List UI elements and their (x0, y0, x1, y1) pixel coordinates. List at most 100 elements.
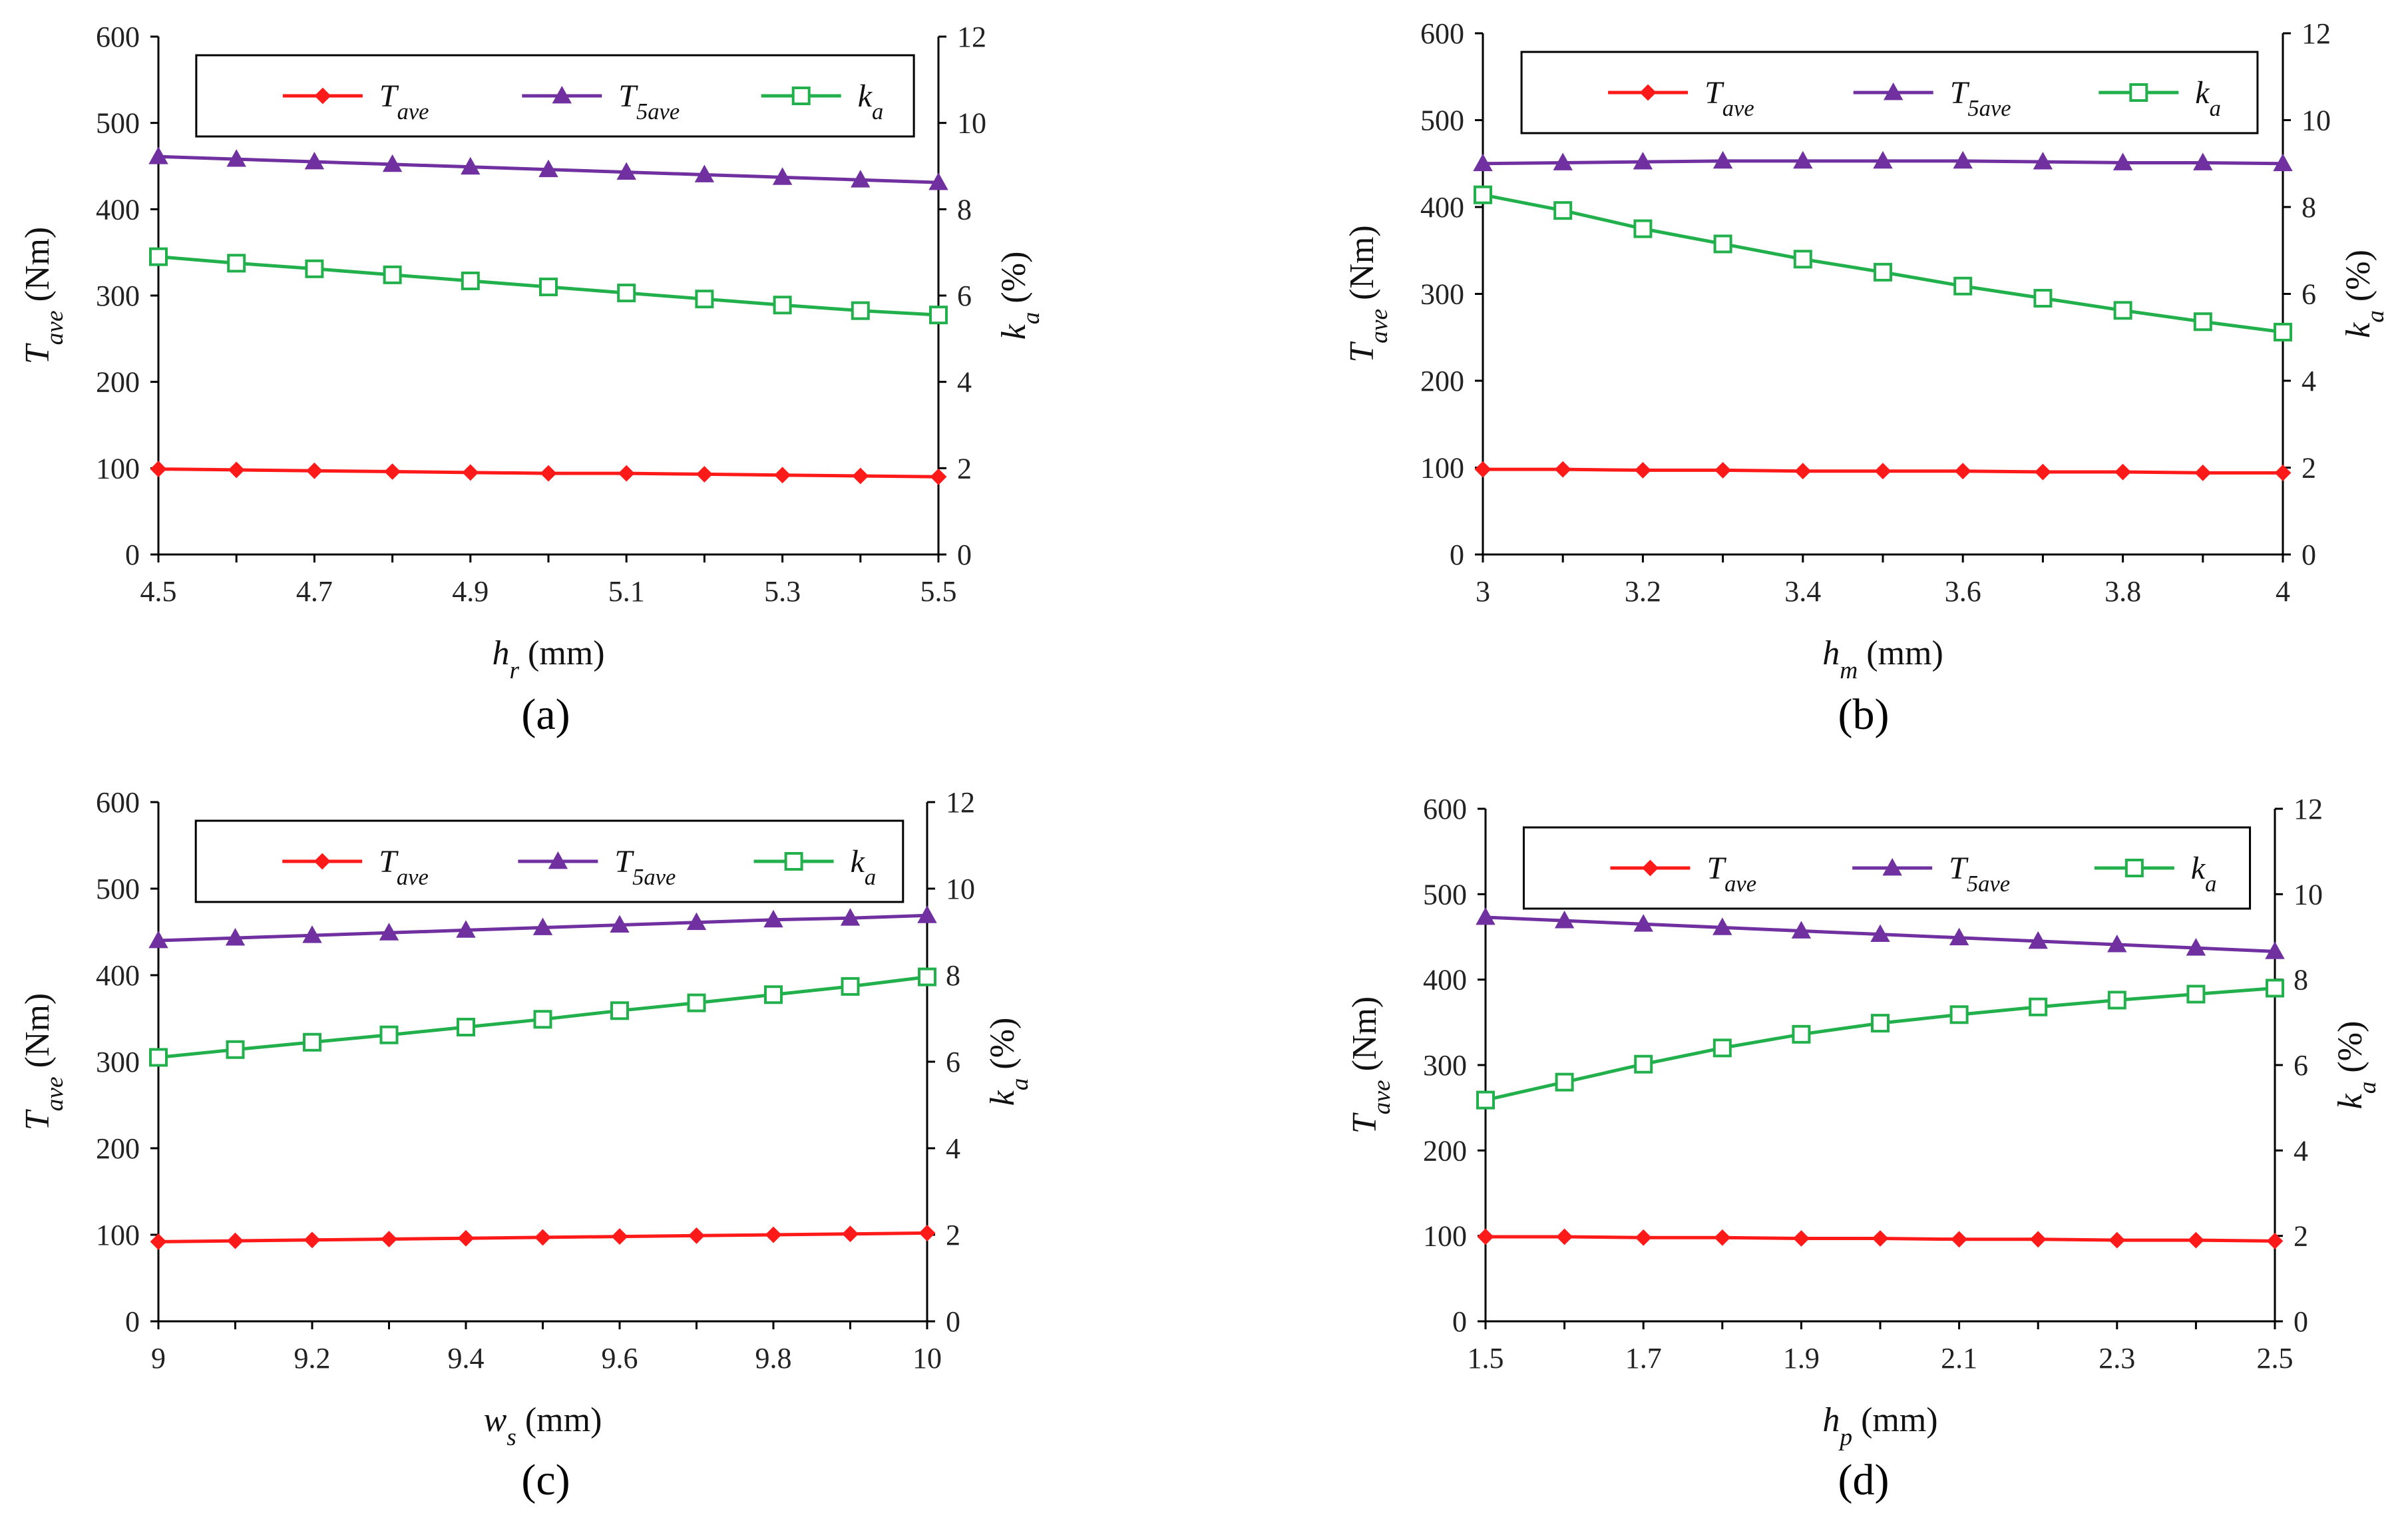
left-y-tick-label: 500 (96, 873, 140, 905)
left-y-tick-label: 100 (1420, 452, 1464, 485)
legend: Tave T5ave ka (1520, 51, 2259, 134)
panel-label: (d) (1838, 1456, 1890, 1504)
data-point-ka (851, 301, 870, 320)
legend: Tave T5ave ka (195, 54, 915, 138)
data-point-Tave (1872, 1230, 1889, 1247)
x-tick-label: 4.5 (140, 575, 177, 608)
data-point-ka (1476, 1090, 1495, 1110)
data-point-T5ave (2265, 941, 2285, 959)
data-point-Tave (696, 465, 713, 483)
data-point-ka (2186, 984, 2206, 1004)
chart-panel-a: 0 100 200 300 400 500 600 0 2 4 6 8 10 12 4.5 4.7 4.9 5.1… (19, 21, 1045, 739)
right-y-tick-label: 8 (946, 959, 960, 992)
right-y-tick-label: 0 (2294, 1305, 2308, 1338)
data-point-Tave (2266, 1232, 2284, 1249)
x-tick-label: 4.7 (296, 575, 333, 608)
left-y-tick-label: 100 (96, 1219, 140, 1251)
right-y-axis-title-group: ka (%) (995, 252, 1045, 340)
data-point-T5ave (379, 923, 399, 941)
data-point-T5ave (1870, 924, 1890, 943)
data-point-Tave (2187, 1231, 2204, 1249)
right-y-axis-title-group: ka (%) (984, 1018, 1034, 1106)
left-y-axis-title: Tave (Nm) (19, 993, 69, 1131)
data-point-Tave (930, 468, 947, 485)
data-point-T5ave (1473, 153, 1493, 172)
panel-label: (a) (521, 690, 570, 739)
data-point-Tave (611, 1228, 628, 1245)
right-y-tick-label: 4 (2302, 365, 2316, 397)
legend-marker (1639, 84, 1657, 101)
x-tick-label: 5.5 (920, 575, 957, 608)
left-y-tick-label: 600 (96, 786, 140, 819)
right-y-tick-label: 6 (957, 280, 972, 312)
right-y-axis-title-group: ka (%) (2331, 1021, 2381, 1110)
data-point-Tave (2114, 463, 2132, 481)
data-point-Tave (150, 1233, 167, 1250)
right-y-axis-title: ka (%) (984, 1018, 1034, 1106)
legend-marker (314, 87, 331, 105)
data-point-ka (149, 1048, 168, 1067)
left-y-tick-label: 100 (96, 452, 140, 485)
left-y-tick-label: 0 (1452, 1305, 1467, 1338)
x-tick-label: 1.5 (1468, 1342, 1504, 1375)
x-tick-label: 4 (2276, 575, 2290, 608)
legend-label: Tave (379, 79, 429, 124)
left-y-tick-label: 500 (1423, 878, 1467, 911)
data-point-Tave (228, 461, 245, 479)
left-y-tick-label: 300 (1420, 278, 1464, 311)
data-point-ka (764, 985, 783, 1004)
x-tick-label: 9.6 (602, 1342, 638, 1375)
data-point-T5ave (1793, 150, 1813, 169)
data-point-Tave (150, 461, 167, 478)
data-point-ka (929, 306, 948, 325)
right-y-tick-label: 4 (2294, 1134, 2308, 1167)
data-point-T5ave (456, 920, 476, 938)
data-point-Tave (381, 1231, 397, 1247)
data-point-Tave (918, 1224, 936, 1241)
data-point-Tave (1634, 462, 1651, 479)
data-point-ka (695, 290, 714, 309)
legend-label: Tave (1705, 75, 1754, 121)
data-point-T5ave (1791, 921, 1812, 939)
right-y-tick-label: 6 (2302, 278, 2316, 311)
x-tick-label: 1.7 (1625, 1342, 1662, 1375)
data-point-T5ave (917, 905, 937, 923)
data-point-ka (533, 1010, 552, 1029)
data-point-Tave (852, 467, 869, 485)
data-point-ka (383, 265, 402, 284)
legend-marker (2129, 83, 2148, 102)
right-y-tick-label: 12 (946, 786, 975, 819)
data-point-ka (1634, 1054, 1653, 1074)
data-point-T5ave (1633, 152, 1653, 170)
right-y-tick-label: 2 (957, 452, 972, 485)
data-point-Tave (1556, 1228, 1573, 1245)
data-point-T5ave (686, 912, 707, 931)
data-point-T5ave (2033, 152, 2053, 170)
data-point-Tave (2034, 463, 2051, 481)
right-y-tick-label: 12 (957, 21, 986, 53)
left-y-tick-label: 500 (96, 107, 140, 140)
legend-marker (784, 852, 803, 871)
left-y-tick-label: 400 (96, 193, 140, 226)
right-y-tick-label: 6 (2294, 1049, 2308, 1082)
data-point-ka (303, 1032, 321, 1052)
data-point-ka (1874, 262, 1892, 282)
right-y-tick-label: 0 (946, 1305, 960, 1338)
left-y-axis-title: Tave (Nm) (1343, 225, 1393, 363)
right-y-tick-label: 8 (2294, 964, 2308, 996)
left-y-axis-title-group: Tave (Nm) (19, 993, 69, 1131)
data-point-T5ave (2028, 931, 2048, 949)
legend-marker (1882, 857, 1902, 876)
legend-marker (1883, 82, 1904, 101)
data-point-ka (1949, 1005, 1969, 1024)
right-y-axis-title: ka (%) (2331, 1021, 2381, 1110)
legend-label: ka (2195, 75, 2221, 121)
data-point-T5ave (2273, 153, 2293, 172)
data-point-Tave (774, 467, 791, 484)
data-point-ka (1474, 185, 1492, 204)
data-point-ka (1555, 1072, 1574, 1092)
data-point-T5ave (2107, 934, 2127, 953)
left-y-tick-label: 0 (125, 539, 140, 571)
data-point-Tave (2108, 1231, 2126, 1249)
data-point-Tave (765, 1226, 782, 1243)
